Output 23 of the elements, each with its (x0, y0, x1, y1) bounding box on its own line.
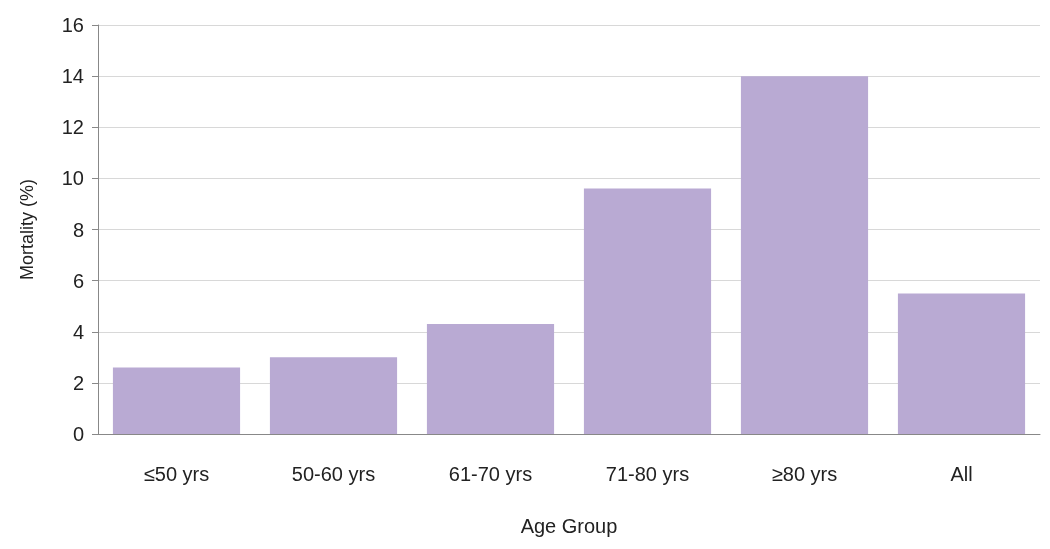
x-tick-label: 61-70 yrs (448, 463, 533, 485)
y-tick-label: 14 (61, 65, 84, 88)
y-tick-label: 0 (72, 423, 84, 445)
y-tick-label: 6 (72, 269, 84, 292)
x-axis-title: Age Group (520, 515, 618, 537)
x-tick-label: 71-80 yrs (605, 463, 690, 485)
x-tick-label: 50-60 yrs (291, 463, 376, 485)
bar (269, 357, 398, 434)
bar (740, 76, 869, 434)
x-tick-label: ≤50 yrs (143, 463, 210, 485)
y-tick-label: 12 (61, 116, 84, 139)
bar (583, 188, 712, 434)
x-tick-label: All (950, 463, 973, 485)
y-tick-label: 10 (61, 167, 84, 190)
y-tick-label: 4 (72, 320, 84, 343)
y-tick-label: 8 (72, 218, 84, 241)
bar (897, 293, 1026, 434)
y-axis-title: Mortality (%) (17, 178, 37, 281)
x-tick-label: ≥80 yrs (771, 463, 838, 485)
bar (112, 367, 241, 434)
y-tick-label: 2 (72, 371, 84, 394)
bar (426, 324, 555, 434)
y-tick-label: 16 (61, 14, 84, 36)
